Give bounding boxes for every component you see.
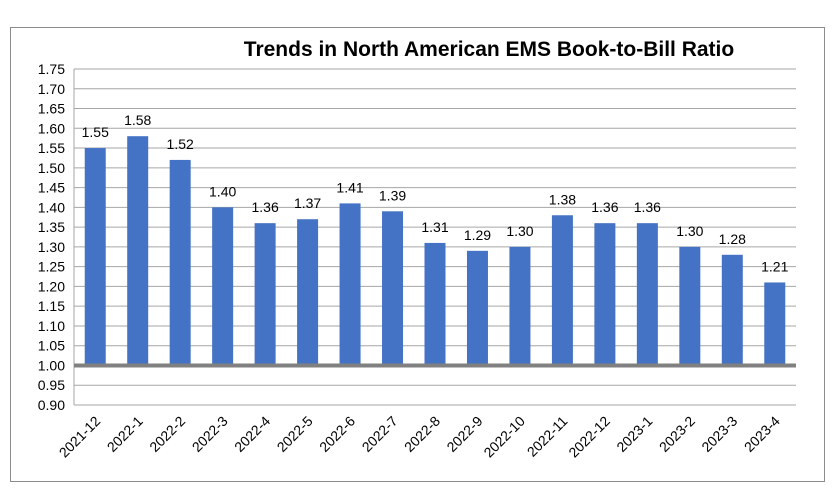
data-label: 1.40 bbox=[209, 183, 236, 199]
bar-2022-4 bbox=[254, 223, 276, 366]
y-tick-label: 1.50 bbox=[38, 160, 65, 176]
y-tick-label: 1.05 bbox=[38, 338, 65, 354]
x-tick-label: 2022-11 bbox=[524, 413, 571, 460]
y-tick-label: 0.95 bbox=[38, 377, 65, 393]
bar-2023-3 bbox=[721, 254, 743, 366]
x-tick-label: 2022-7 bbox=[359, 413, 401, 455]
bar-2023-4 bbox=[764, 282, 786, 366]
y-axis-tick-labels: 1.75 1.70 1.65 1.60 1.55 1.50 1.45 1.40 1.35 1.30… bbox=[38, 61, 65, 413]
data-label: 1.38 bbox=[549, 191, 576, 207]
y-tick-label: 1.65 bbox=[38, 101, 65, 117]
data-label: 1.36 bbox=[591, 199, 618, 215]
x-tick-label: 2023-2 bbox=[656, 413, 698, 455]
data-label: 1.58 bbox=[124, 112, 151, 128]
y-tick-label: 1.30 bbox=[38, 239, 65, 255]
y-tick-label: 1.00 bbox=[38, 357, 65, 373]
bar-2022-8 bbox=[424, 242, 446, 366]
data-label: 1.21 bbox=[761, 258, 788, 274]
data-label: 1.30 bbox=[676, 223, 703, 239]
bar-2022-12 bbox=[594, 223, 616, 366]
x-tick-label: 2022-4 bbox=[231, 413, 273, 455]
data-label: 1.28 bbox=[719, 231, 746, 247]
x-tick-label: 2022-12 bbox=[565, 413, 613, 461]
bar-2022-7 bbox=[382, 211, 404, 366]
x-axis-tick-labels: 2021-12 2022-1 2022-2 2022-3 2022-4 2022-5 202… bbox=[56, 413, 783, 461]
bar-2022-5 bbox=[297, 219, 319, 366]
y-tick-label: 1.55 bbox=[38, 140, 65, 156]
bar-2022-2 bbox=[169, 159, 191, 366]
y-tick-label: 0.90 bbox=[38, 397, 65, 413]
data-label: 1.31 bbox=[421, 219, 448, 235]
bar-2022-6 bbox=[339, 203, 361, 366]
data-label: 1.29 bbox=[464, 227, 491, 243]
x-tick-label: 2022-9 bbox=[443, 413, 485, 455]
y-tick-label: 1.15 bbox=[38, 298, 65, 314]
y-tick-label: 1.40 bbox=[38, 199, 65, 215]
bars bbox=[84, 136, 786, 366]
chart-frame bbox=[10, 27, 825, 482]
bar-2022-9 bbox=[466, 250, 488, 366]
y-tick-label: 1.60 bbox=[38, 120, 65, 136]
data-label: 1.52 bbox=[167, 136, 194, 152]
bar-2023-2 bbox=[679, 246, 701, 366]
x-tick-label: 2022-1 bbox=[104, 413, 146, 455]
y-tick-label: 1.10 bbox=[38, 318, 65, 334]
y-tick-label: 1.70 bbox=[38, 81, 65, 97]
data-label: 1.41 bbox=[336, 179, 363, 195]
y-tick-label: 1.35 bbox=[38, 219, 65, 235]
data-label: 1.30 bbox=[506, 223, 533, 239]
data-label: 1.39 bbox=[379, 187, 406, 203]
chart-title: Trends in North American EMS Book-to-Bil… bbox=[243, 38, 735, 61]
y-tick-label: 1.45 bbox=[38, 180, 65, 196]
y-tick-label: 1.75 bbox=[38, 61, 65, 77]
data-labels: 1.55 1.58 1.52 1.40 1.36 1.37 1.41 1.39 1.31 1.29… bbox=[82, 112, 789, 274]
x-tick-label: 2021-12 bbox=[56, 413, 104, 461]
data-label: 1.36 bbox=[251, 199, 278, 215]
x-tick-label: 2022-10 bbox=[480, 413, 528, 461]
x-tick-label: 2023-4 bbox=[741, 413, 783, 455]
x-tick-label: 2023-3 bbox=[698, 413, 740, 455]
x-tick-label: 2023-1 bbox=[613, 413, 655, 455]
data-label: 1.36 bbox=[634, 199, 661, 215]
y-tick-label: 1.20 bbox=[38, 278, 65, 294]
bar-2022-10 bbox=[509, 246, 531, 366]
bar-2022-11 bbox=[551, 215, 573, 366]
data-label: 1.37 bbox=[294, 195, 321, 211]
x-tick-label: 2022-8 bbox=[401, 413, 443, 455]
bar-2022-1 bbox=[127, 136, 149, 366]
data-label: 1.55 bbox=[82, 124, 109, 140]
x-tick-label: 2022-6 bbox=[316, 413, 358, 455]
x-tick-label: 2022-2 bbox=[146, 413, 188, 455]
bar-2021-12 bbox=[84, 148, 106, 366]
bar-2023-1 bbox=[636, 223, 658, 366]
y-tick-label: 1.25 bbox=[38, 259, 65, 275]
bar-2022-3 bbox=[212, 207, 234, 366]
x-tick-label: 2022-3 bbox=[189, 413, 231, 455]
x-tick-label: 2022-5 bbox=[274, 413, 316, 455]
